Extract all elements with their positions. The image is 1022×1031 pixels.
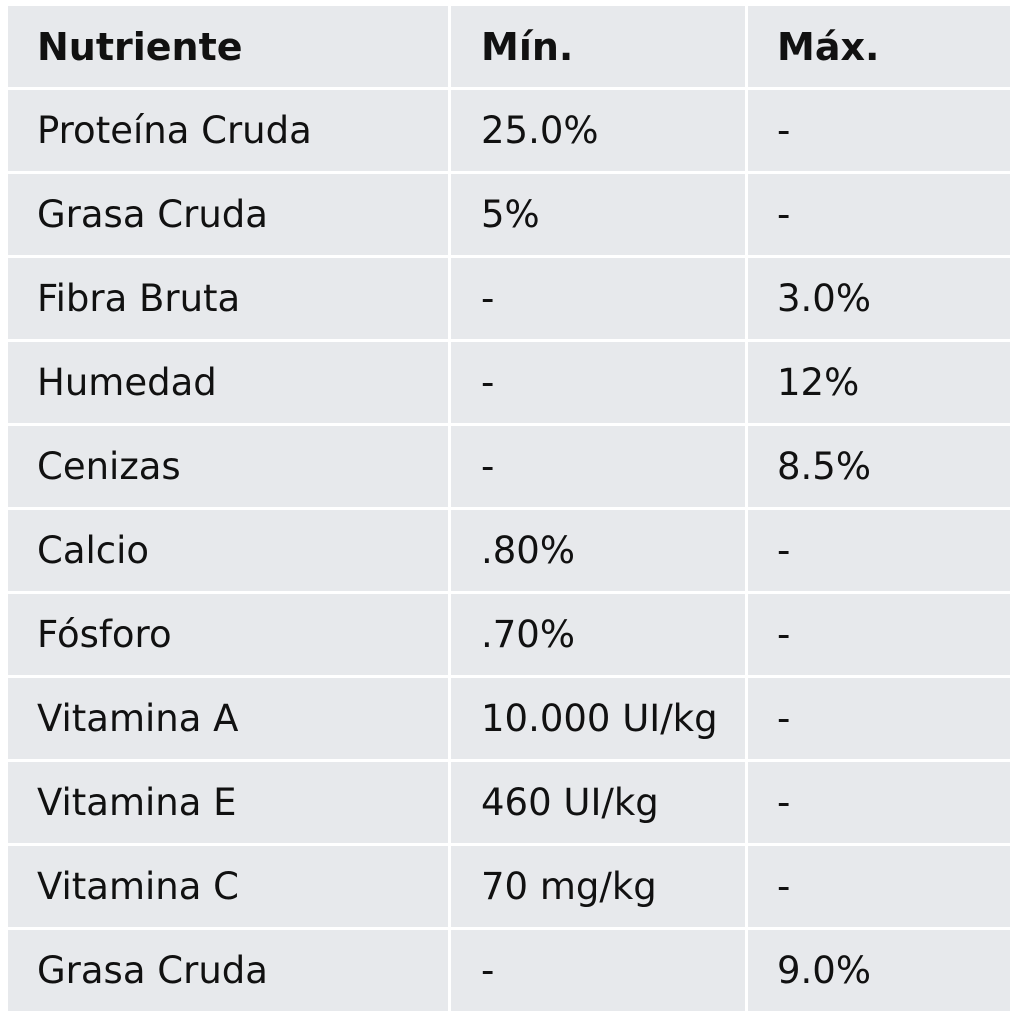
table-cell-max: - (748, 174, 1010, 258)
table-cell-nutrient: Calcio (8, 510, 451, 594)
table-cell-min: - (451, 426, 748, 510)
header-max: Máx. (748, 6, 1010, 90)
table-cell-min: .80% (451, 510, 748, 594)
table-cell-min: 460 UI/kg (451, 762, 748, 846)
table-cell-nutrient: Vitamina C (8, 846, 451, 930)
header-nutriente: Nutriente (8, 6, 451, 90)
table-cell-max: - (748, 678, 1010, 762)
table-cell-nutrient: Grasa Cruda (8, 930, 451, 1014)
table-cell-min: 25.0% (451, 90, 748, 174)
table-cell-max: 12% (748, 342, 1010, 426)
table-cell-nutrient: Vitamina E (8, 762, 451, 846)
table-cell-nutrient: Proteína Cruda (8, 90, 451, 174)
table-cell-min: 10.000 UI/kg (451, 678, 748, 762)
table-cell-min: 5% (451, 174, 748, 258)
table-cell-max: - (748, 594, 1010, 678)
table-cell-min: - (451, 258, 748, 342)
table-cell-nutrient: Cenizas (8, 426, 451, 510)
table-cell-min: - (451, 342, 748, 426)
table-cell-nutrient: Grasa Cruda (8, 174, 451, 258)
table-cell-nutrient: Humedad (8, 342, 451, 426)
nutrient-table: Nutriente Mín. Máx. Proteína Cruda 25.0%… (8, 6, 1010, 1014)
table-cell-max: 9.0% (748, 930, 1010, 1014)
table-cell-max: - (748, 846, 1010, 930)
table-cell-nutrient: Fibra Bruta (8, 258, 451, 342)
header-min: Mín. (451, 6, 748, 90)
table-cell-max: - (748, 510, 1010, 594)
table-cell-max: 8.5% (748, 426, 1010, 510)
table-cell-max: - (748, 762, 1010, 846)
table-cell-min: 70 mg/kg (451, 846, 748, 930)
table-cell-nutrient: Vitamina A (8, 678, 451, 762)
table-cell-max: - (748, 90, 1010, 174)
table-cell-max: 3.0% (748, 258, 1010, 342)
table-cell-min: - (451, 930, 748, 1014)
table-cell-min: .70% (451, 594, 748, 678)
table-cell-nutrient: Fósforo (8, 594, 451, 678)
